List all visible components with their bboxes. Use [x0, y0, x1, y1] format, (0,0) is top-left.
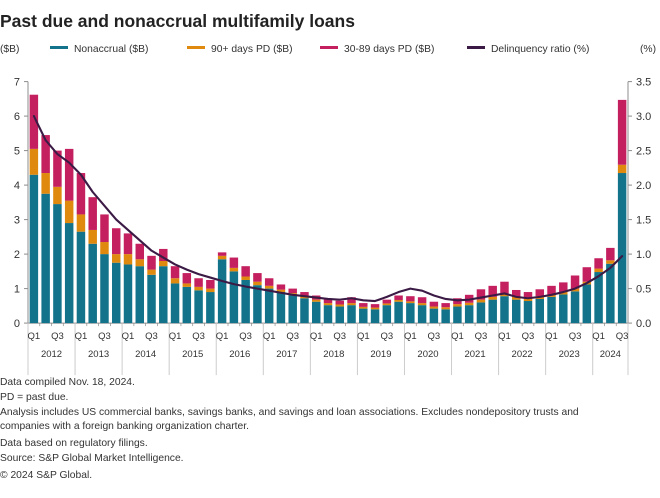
svg-text:2012: 2012 [41, 349, 62, 360]
svg-text:Q1: Q1 [310, 331, 323, 342]
svg-text:Q1: Q1 [451, 331, 464, 342]
svg-text:4: 4 [14, 180, 20, 192]
svg-text:Q1: Q1 [498, 331, 511, 342]
svg-text:0.0: 0.0 [636, 318, 651, 330]
svg-text:Q3: Q3 [522, 331, 535, 342]
svg-text:Q3: Q3 [333, 331, 346, 342]
svg-text:Q3: Q3 [98, 331, 111, 342]
svg-text:2015: 2015 [182, 349, 203, 360]
svg-text:Q3: Q3 [475, 331, 488, 342]
svg-text:2022: 2022 [512, 349, 533, 360]
svg-text:Q1: Q1 [216, 331, 229, 342]
svg-text:Q3: Q3 [51, 331, 64, 342]
svg-text:Q1: Q1 [404, 331, 417, 342]
svg-text:Q3: Q3 [145, 331, 158, 342]
svg-text:2014: 2014 [135, 349, 156, 360]
svg-text:1: 1 [14, 284, 20, 296]
svg-text:7: 7 [14, 77, 20, 89]
svg-text:1.5: 1.5 [636, 215, 651, 227]
svg-text:1.0: 1.0 [636, 249, 651, 261]
svg-text:2.5: 2.5 [636, 146, 651, 158]
svg-text:Q1: Q1 [357, 331, 370, 342]
svg-text:Q3: Q3 [239, 331, 252, 342]
svg-text:Q1: Q1 [169, 331, 182, 342]
svg-text:Q3: Q3 [428, 331, 441, 342]
svg-text:2024: 2024 [600, 349, 621, 360]
svg-text:Q3: Q3 [616, 331, 629, 342]
svg-text:2021: 2021 [464, 349, 485, 360]
svg-text:Q1: Q1 [592, 331, 605, 342]
svg-text:Q3: Q3 [192, 331, 205, 342]
svg-text:2017: 2017 [276, 349, 297, 360]
svg-text:Q3: Q3 [286, 331, 299, 342]
svg-text:3.0: 3.0 [636, 111, 651, 123]
svg-text:Q1: Q1 [75, 331, 88, 342]
svg-text:Q1: Q1 [263, 331, 276, 342]
svg-text:Q1: Q1 [28, 331, 41, 342]
svg-text:2019: 2019 [370, 349, 391, 360]
svg-text:2016: 2016 [229, 349, 250, 360]
svg-text:2013: 2013 [88, 349, 109, 360]
svg-text:3.5: 3.5 [636, 77, 651, 89]
svg-text:5: 5 [14, 146, 20, 158]
svg-text:0: 0 [14, 318, 20, 330]
svg-text:Q3: Q3 [380, 331, 393, 342]
svg-text:2023: 2023 [559, 349, 580, 360]
svg-text:Q1: Q1 [122, 331, 135, 342]
svg-text:Q1: Q1 [545, 331, 558, 342]
svg-text:2.0: 2.0 [636, 180, 651, 192]
svg-text:0.5: 0.5 [636, 284, 651, 296]
svg-text:Q3: Q3 [569, 331, 582, 342]
svg-text:2: 2 [14, 249, 20, 261]
svg-text:3: 3 [14, 215, 20, 227]
svg-text:2020: 2020 [417, 349, 438, 360]
svg-text:2018: 2018 [323, 349, 344, 360]
svg-text:6: 6 [14, 111, 20, 123]
